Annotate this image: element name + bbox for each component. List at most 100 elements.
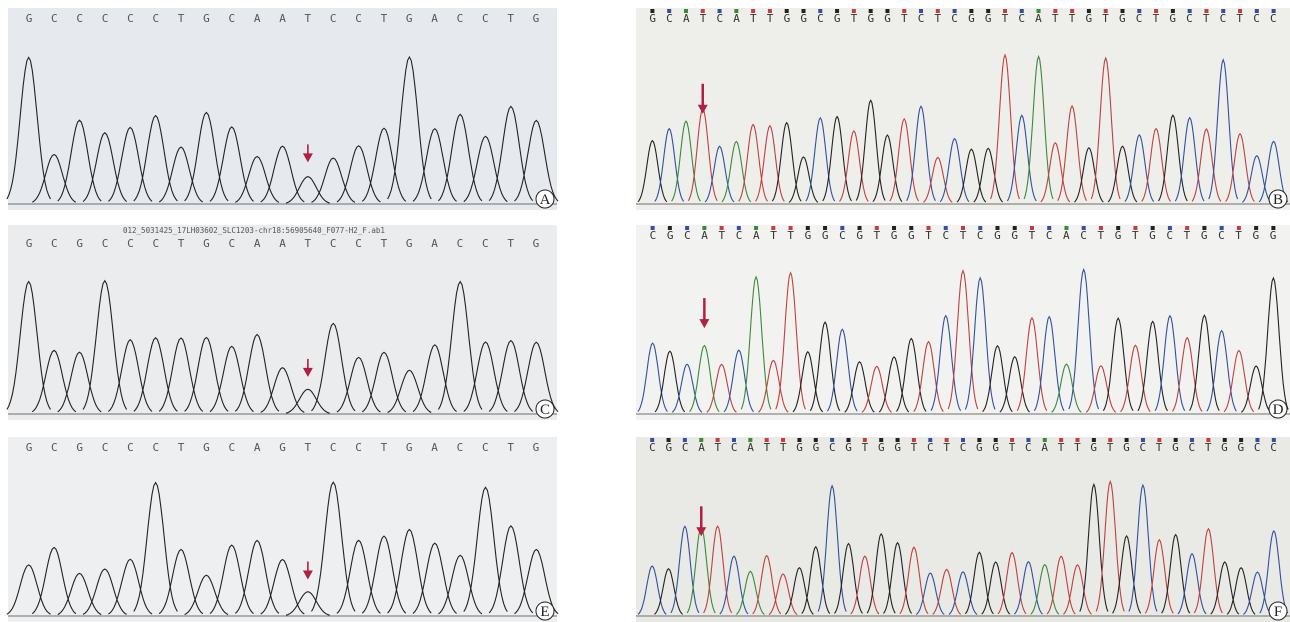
peak [1079,482,1109,612]
base-marker [851,9,856,13]
base-marker [1170,9,1175,13]
peak [209,345,254,413]
peak [235,155,280,203]
base-marker [1255,438,1260,442]
peak [827,328,858,412]
peak [488,525,534,614]
base-marker [1140,438,1145,442]
base-marker [1271,9,1276,13]
peak [1085,365,1117,413]
base-marker [1222,438,1227,442]
peak [788,156,819,203]
arrow-head [302,153,313,163]
peak [285,591,330,616]
peak [805,116,836,202]
peak [209,544,254,614]
base-marker [715,438,720,442]
base-marker [885,9,890,13]
peak [133,337,178,412]
peak [1063,564,1092,615]
base-marker [682,438,687,442]
base-marker [1173,438,1178,442]
base-marker [840,226,845,230]
peak [260,558,305,615]
peak [158,337,204,412]
peak [311,481,356,612]
base-marker [1221,9,1226,13]
panel-label-circle [1268,601,1288,621]
peak [1258,140,1289,203]
base-marker [1154,9,1159,13]
peak [82,279,128,410]
base-marker [1254,226,1259,230]
base-marker [935,9,940,13]
base-marker [902,9,907,13]
base-marker [1206,438,1211,442]
base-marker [911,438,916,442]
base-marker [1157,438,1162,442]
peak [285,176,330,204]
base-marker [969,9,974,13]
peak [311,322,356,412]
base-marker [823,226,828,230]
peak [792,350,824,413]
base-marker [685,226,690,230]
peak [1154,314,1186,411]
peak [809,320,841,412]
arrow-head [699,319,710,329]
base-marker [1047,226,1052,230]
peak [1158,114,1188,202]
peak [488,105,534,202]
panel-label-circle [535,399,555,419]
panel-label: D [1273,402,1284,418]
base-marker [1026,438,1031,442]
peak [514,341,559,412]
base-marker [1010,438,1015,442]
peak [514,119,559,202]
base-marker [1064,226,1069,230]
peak [956,148,987,203]
peak [973,147,1004,203]
peak [361,351,407,413]
peak [839,129,869,202]
peak [437,113,483,202]
base-marker [1059,438,1064,442]
peak [923,156,953,203]
peak [1193,527,1223,614]
panel-background [636,437,1290,622]
arrow-head [696,527,707,537]
base-marker [683,9,688,13]
base-marker [1137,9,1142,13]
base-marker [700,9,705,13]
peak [752,554,782,615]
peak [1023,54,1054,200]
base-marker [943,226,948,230]
peak [336,539,381,614]
base-marker [717,9,722,13]
peak [999,355,1030,413]
arrow-head [302,367,313,377]
base-sequence: GCGCCCTGCAGTCCTGACCTG [26,441,540,454]
peak [1112,534,1142,614]
peak [654,127,685,202]
peak [311,157,356,203]
peak [1243,571,1272,615]
peak [1258,276,1289,410]
peak [463,486,508,612]
peak [463,341,508,412]
peak [1013,560,1043,615]
base-marker [1239,438,1244,442]
base-marker [1185,226,1190,230]
peak [855,99,886,201]
peak [755,124,785,202]
peak [758,359,789,413]
peak [1120,344,1151,413]
base-marker [751,9,756,13]
peak [1124,133,1155,202]
peak [915,572,945,615]
file-header: 012_5031425_17LH03602_SLC1203-chr18:5690… [123,226,385,235]
base-marker [736,226,741,230]
base-marker [650,226,655,230]
base-marker [667,9,672,13]
peak [209,126,254,202]
